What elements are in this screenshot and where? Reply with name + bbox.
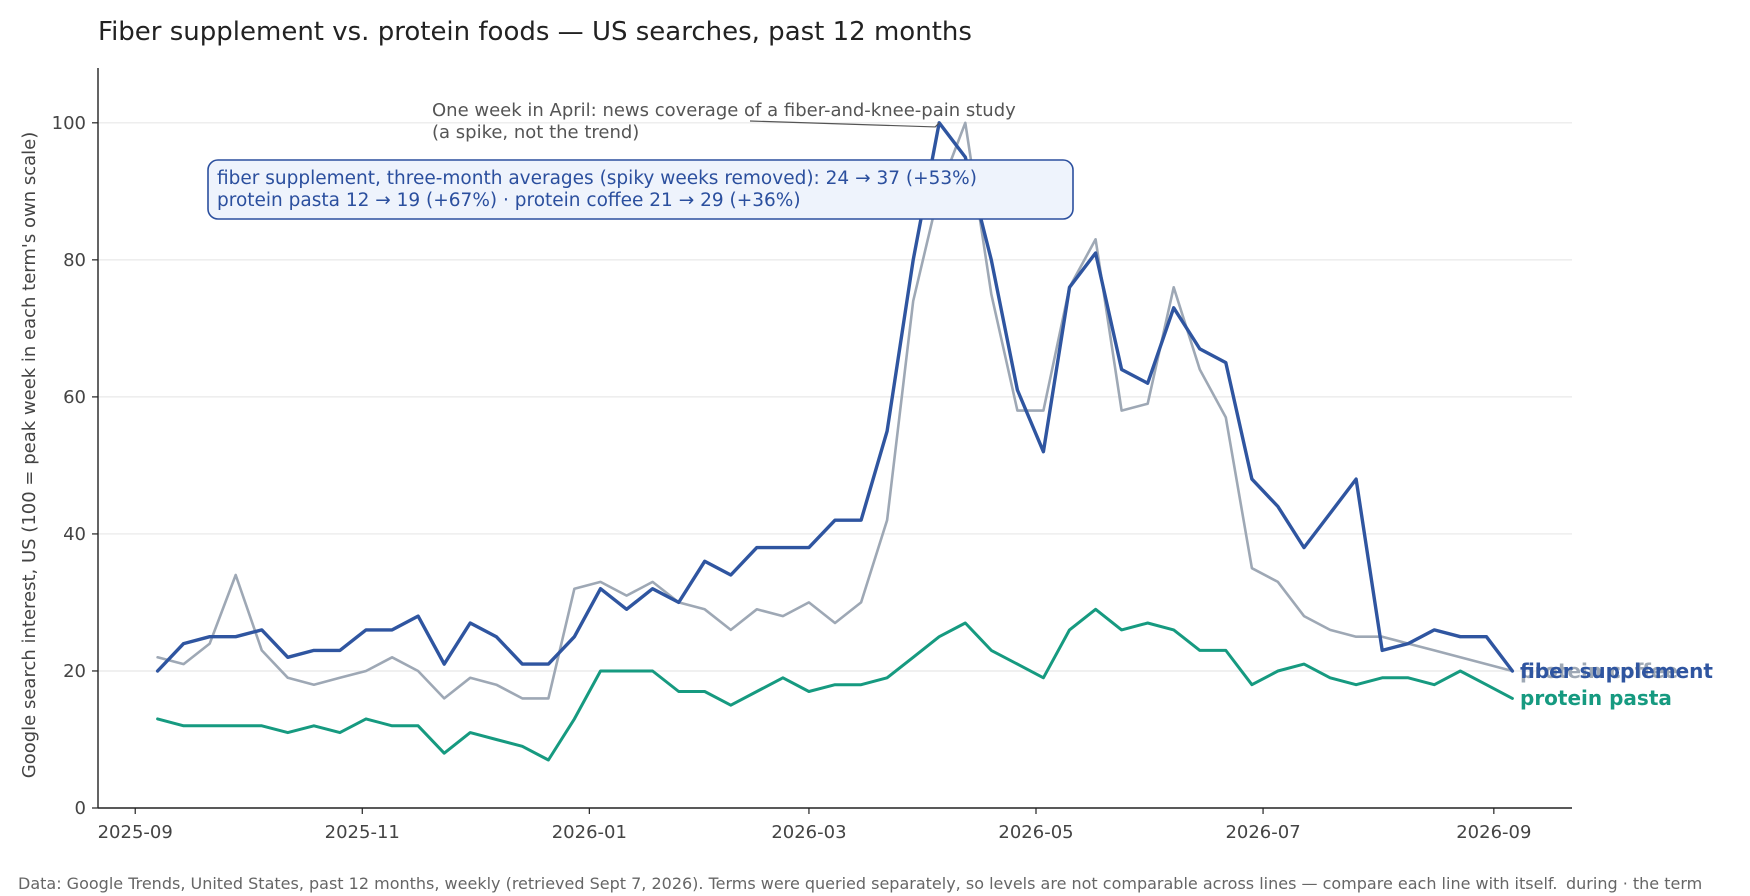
y-tick-label-60: 60 <box>63 387 86 408</box>
x-tick-label-2026-03: 2026-03 <box>771 822 846 843</box>
x-tick-label-2025-09: 2025-09 <box>98 822 173 843</box>
spike-annotation-line1: One week in April: news coverage of a fi… <box>432 100 1016 121</box>
averages-callout-box <box>207 159 1074 220</box>
series-line-fiber-supplement <box>155 121 1515 673</box>
spike-annotation-leader <box>749 120 940 128</box>
x-tick-label-2026-07: 2026-07 <box>1225 822 1300 843</box>
y-tick-label-100: 100 <box>52 113 86 134</box>
gridlines <box>92 122 1572 809</box>
axes <box>97 68 1572 809</box>
x-tick-labels: 2025-09 2025-11 2026-01 2026-03 2026-05 2026-… <box>98 808 1531 843</box>
spike-annotation-line2: (a spike, not the trend) <box>432 122 639 143</box>
source-note: Data: Google Trends, United States, past… <box>18 874 1557 893</box>
y-tick-labels: 0 20 40 60 80 100 <box>52 113 86 819</box>
y-tick-label-80: 80 <box>63 250 86 271</box>
source-note-tail: during · the term <box>1566 874 1702 893</box>
y-tick-label-0: 0 <box>75 798 86 819</box>
averages-callout-line1: fiber supplement, three-month averages (… <box>217 168 977 189</box>
series-line-protein-coffee <box>156 121 1514 700</box>
x-tick-label-2026-01: 2026-01 <box>552 822 627 843</box>
y-axis-label: Google search interest, US (100 = peak w… <box>19 132 40 778</box>
x-tick-label-2026-05: 2026-05 <box>998 822 1073 843</box>
x-tick-label-2025-11: 2025-11 <box>325 822 400 843</box>
end-label-protein-coffee: protein coffee <box>1520 659 1678 683</box>
end-label-fiber-supplement: fiber supplement <box>1520 659 1713 683</box>
series-lines <box>155 121 1515 762</box>
chart-title: Fiber supplement vs. protein foods — US … <box>98 17 972 47</box>
averages-callout-line2: protein pasta 12 → 19 (+67%) · protein c… <box>217 190 801 211</box>
y-tick-label-20: 20 <box>63 661 86 682</box>
y-tick-label-40: 40 <box>63 524 86 545</box>
end-label-protein-pasta: protein pasta <box>1520 686 1672 710</box>
x-tick-label-2026-09: 2026-09 <box>1456 822 1531 843</box>
series-line-protein-pasta <box>156 607 1514 762</box>
